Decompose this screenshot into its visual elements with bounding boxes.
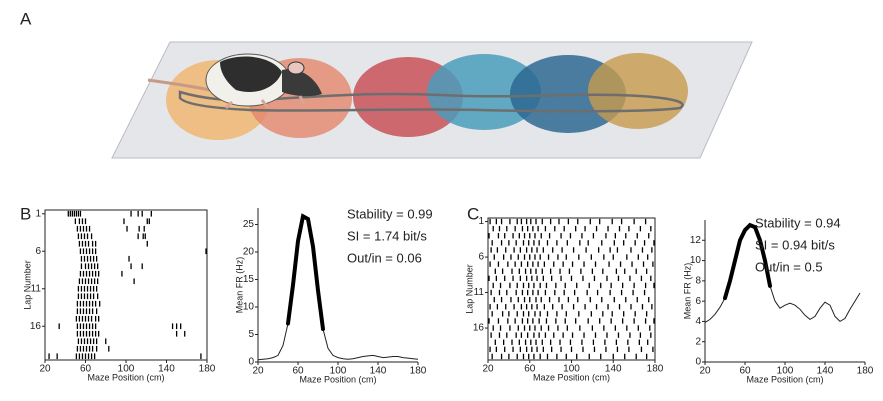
y-tick-label: 25 [243,219,255,230]
annotation: Stability = 0.99 [347,206,433,221]
x-tick-label: 100 [118,364,135,375]
x-tick-label: 60 [739,366,751,377]
x-tick-label: 140 [370,366,387,377]
y-tick-label: 2 [695,336,701,347]
x-tick-label: 20 [252,366,264,377]
y-axis-label: Mean FR (Hz) [234,257,244,314]
y-tick-label: 8 [695,275,701,286]
x-axis-label: Maze Position (cm) [746,374,823,384]
y-tick-label: 10 [243,302,255,313]
annotation: Out/in = 0.06 [347,250,422,265]
y-tick-label: 16 [473,323,485,334]
x-axis-label: Maze Position (cm) [533,372,610,382]
y-tick-label: 1 [478,216,484,227]
x-tick-label: 20 [699,366,711,377]
panel-label: C [467,204,479,223]
y-tick-label: 11 [31,283,42,294]
x-tick-label: 180 [647,364,664,375]
y-tick-label: 11 [474,287,485,298]
y-tick-label: 0 [248,357,254,368]
x-tick-label: 180 [410,366,427,377]
x-tick-label: 140 [817,366,834,377]
y-tick-label: 6 [695,296,701,307]
x-tick-label: 100 [563,364,580,375]
annotation: Stability = 0.94 [755,215,841,230]
x-tick-label: 180 [857,366,874,377]
y-tick-label: 1 [35,208,41,219]
plot-frame [44,209,208,361]
y-tick-label: 16 [30,321,42,332]
y-tick-label: 6 [35,246,41,257]
plot-frame [487,217,656,361]
y-tick-label: 6 [478,252,484,263]
x-axis-label: Maze Position (cm) [87,372,164,382]
x-tick-label: 180 [199,364,216,375]
x-tick-label: 100 [330,366,347,377]
x-axis-label: Maze Position (cm) [299,374,376,384]
x-tick-label: 60 [292,366,304,377]
rate-curve [257,215,419,361]
panel-label: A [20,9,32,28]
x-tick-label: 20 [482,364,494,375]
y-axis-label: Lap Number [464,264,474,314]
panel-label: B [20,204,31,223]
y-tick-label: 20 [243,247,255,258]
place-field [723,222,772,301]
y-tick-label: 15 [243,274,255,285]
x-tick-label: 60 [80,364,92,375]
y-tick-label: 5 [248,329,254,340]
annotation: Out/in = 0.5 [755,259,823,274]
maze-illustration [111,41,753,159]
x-tick-label: 20 [39,364,51,375]
x-tick-label: 60 [524,364,536,375]
y-tick-label: 12 [690,235,702,246]
y-tick-label: 4 [695,316,701,327]
x-tick-label: 140 [605,364,622,375]
y-axis-label: Lap Number [22,260,32,310]
y-tick-label: 10 [690,255,702,266]
annotation: SI = 0.94 bit/s [755,237,835,252]
y-axis-label: Mean FR (Hz) [682,263,692,320]
annotation: SI = 1.74 bit/s [347,228,427,243]
y-tick-label: 0 [695,357,701,368]
place-field [286,213,325,331]
x-tick-label: 100 [777,366,794,377]
x-tick-label: 140 [158,364,175,375]
